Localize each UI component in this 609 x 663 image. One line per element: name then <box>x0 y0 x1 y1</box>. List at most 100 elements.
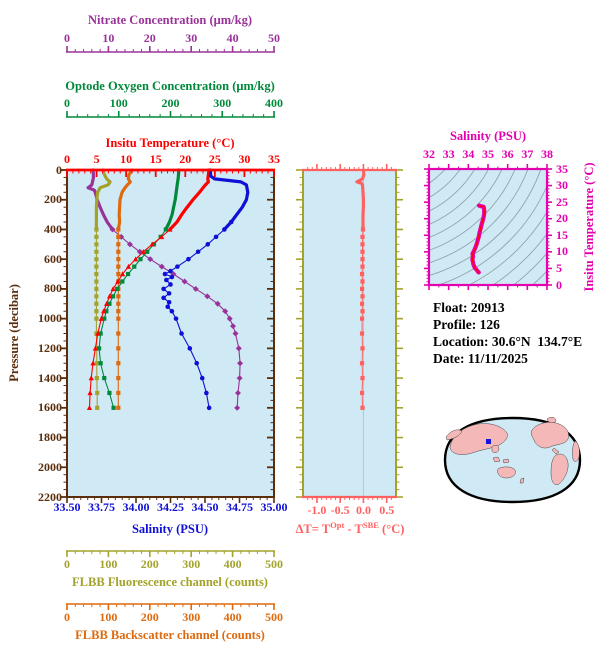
pressure-tick-label: 1400 <box>38 370 62 385</box>
pressure-tick-label: 2000 <box>38 459 62 474</box>
temperature-axis-title: Insitu Temperature (°C) <box>105 136 235 150</box>
fluorescence-scale-bar-tick-label: 400 <box>223 557 242 571</box>
ts-salinity-tick-label: 37 <box>521 147 534 161</box>
fluorescence-axis-title: FLBB Fluorescence channel (counts) <box>72 575 268 589</box>
pressure-tick-label: 1000 <box>38 311 62 326</box>
nitrate-scale-bar-tick-label: 40 <box>226 31 239 45</box>
pressure-tick-label: 1200 <box>38 340 62 355</box>
delta-t-frame <box>296 164 403 503</box>
salinity-tick-label: 33.75 <box>88 500 115 514</box>
ts-salinity-tick-label: 34 <box>462 147 475 161</box>
oxygen-scale-bar-tick-label: 0 <box>64 96 70 110</box>
salinity-axis-title: Salinity (PSU) <box>131 522 209 536</box>
ts-temperature-tick-label: 25 <box>556 194 568 209</box>
oxygen-axis-title: Optode Oxygen Concentration (μm/kg) <box>65 79 275 93</box>
pressure-tick-label: 1800 <box>38 430 62 445</box>
nitrate-curve <box>86 168 115 232</box>
backscatter-scale-bar-tick-label: 500 <box>265 610 283 624</box>
backscatter-scale-bar-tick-label: 0 <box>64 610 70 624</box>
fluorescence-scale-bar-tick-label: 300 <box>182 557 201 571</box>
delta-t-tick-label: 0.0 <box>355 503 371 517</box>
ts-temperature-tick-label: 15 <box>556 227 568 242</box>
oxygen-curve <box>164 168 181 232</box>
temperature-tick-label: 5 <box>93 152 100 166</box>
salinity-tick-label: 34.75 <box>226 500 253 514</box>
salinity-tick-label: 35.00 <box>260 500 288 514</box>
backscatter-scale-bar <box>66 603 275 610</box>
pressure-tick-label: 0 <box>56 162 62 177</box>
ts-temperature-tick-label: 0 <box>556 277 562 292</box>
fluorescence-scale-bar-tick-label: 200 <box>140 557 159 571</box>
backscatter-axis-title: FLBB Backscatter channel (counts) <box>75 628 265 642</box>
delta-t-tick-label: -0.5 <box>330 503 350 517</box>
ts-frame <box>424 164 552 290</box>
fluorescence-scale-bar-tick-label: 500 <box>265 557 283 571</box>
backscatter-scale-bar-tick-label: 300 <box>182 610 201 624</box>
oxygen-scale-bar-tick-label: 100 <box>109 96 128 110</box>
delta-t-profile <box>355 168 366 410</box>
backscatter-scale-bar-tick-label: 400 <box>223 610 242 624</box>
oxygen-scale-bar <box>66 111 275 118</box>
temperature-tick-label: 30 <box>238 152 251 166</box>
temperature-curve <box>168 168 211 232</box>
salinity-curve <box>208 168 250 232</box>
fluorescence-scale-bar <box>66 550 275 557</box>
ts-profile <box>470 203 487 275</box>
ts-salinity-tick-label: 35 <box>482 147 494 161</box>
pressure-tick-label: 200 <box>44 192 62 207</box>
float-id-line: Float: 20913 <box>433 300 505 315</box>
pressure-tick-label: 400 <box>44 221 62 236</box>
ts-salinity-tick-label: 33 <box>442 147 455 161</box>
delta-t-plot-area <box>303 170 396 497</box>
fluorescence-scale-bar-tick-label: 0 <box>64 557 70 571</box>
ts-temperature-tick-label: 35 <box>556 161 568 176</box>
pressure-tick-label: 1600 <box>38 400 62 415</box>
salinity-tick-label: 34.25 <box>157 500 184 514</box>
backscatter-profile <box>116 168 134 410</box>
pressure-tick-label: 600 <box>44 251 62 266</box>
nitrate-profile <box>86 168 244 411</box>
world-map <box>443 416 582 504</box>
profile-number-line: Profile: 126 <box>433 317 500 332</box>
ts-temperature-axis-title: Insitu Temperature (°C) <box>581 162 596 292</box>
nitrate-scale-bar <box>66 46 275 53</box>
pressure-tick-label: 800 <box>44 281 62 296</box>
ts-salinity-tick-label: 36 <box>501 147 514 161</box>
salinity-tick-label: 33.50 <box>53 500 81 514</box>
temperature-tick-label: 35 <box>268 152 280 166</box>
temperature-tick-label: 15 <box>149 152 162 166</box>
fluorescence-scale-bar-tick-label: 100 <box>99 557 118 571</box>
salinity-tick-label: 34.50 <box>191 500 219 514</box>
backscatter-scale-bar-tick-label: 200 <box>140 610 159 624</box>
salinity-profile <box>161 168 250 411</box>
temperature-tick-label: 25 <box>208 152 221 166</box>
backscatter-scale-bar-tick-label: 100 <box>99 610 118 624</box>
delta-t-curve <box>355 168 366 232</box>
pressure-axis-title: Pressure (decibar) <box>6 284 21 382</box>
nitrate-scale-bar-tick-label: 20 <box>143 31 156 45</box>
nitrate-scale-bar-tick-label: 50 <box>268 31 280 45</box>
nitrate-scale-bar-tick-label: 0 <box>64 31 70 45</box>
float-position-marker <box>486 439 491 444</box>
ts-temperature-tick-label: 30 <box>556 178 568 193</box>
nitrate-scale-bar-tick-label: 30 <box>185 31 198 45</box>
delta-t-tick-label: -1.0 <box>307 503 327 517</box>
temperature-profile <box>86 168 211 411</box>
temperature-tick-label: 0 <box>64 152 70 166</box>
salinity-tick-label: 34.00 <box>122 500 150 514</box>
temperature-axis <box>66 168 275 177</box>
ts-salinity-axis-title: Salinity (PSU) <box>449 129 527 143</box>
temperature-tick-label: 10 <box>120 152 133 166</box>
oxygen-scale-bar-tick-label: 200 <box>161 96 180 110</box>
ts-temperature-tick-label: 5 <box>556 260 562 275</box>
oxygen-scale-bar-tick-label: 400 <box>265 96 283 110</box>
location-line: Location: 30.6°N 134.7°E <box>433 334 583 349</box>
oxygen-scale-bar-tick-label: 300 <box>213 96 232 110</box>
fluorescence-curve <box>94 168 112 232</box>
delta-t-axis-title: ΔT= TOpt - TSBE (°C) <box>295 520 405 537</box>
ts-temperature-tick-label: 10 <box>556 244 568 259</box>
ts-plot-area <box>429 169 547 285</box>
ts-curve-insitu <box>471 204 485 274</box>
